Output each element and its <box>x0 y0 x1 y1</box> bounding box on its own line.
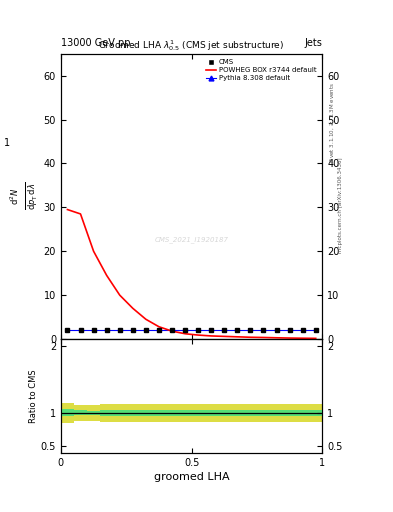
Bar <box>244 410 257 416</box>
Bar <box>152 404 165 421</box>
Bar <box>126 404 140 421</box>
Text: 1: 1 <box>4 138 10 148</box>
Bar <box>231 404 244 421</box>
Bar <box>192 404 205 421</box>
Text: CMS_2021_I1920187: CMS_2021_I1920187 <box>154 236 229 243</box>
Bar <box>178 404 192 421</box>
Bar <box>205 410 218 416</box>
Bar <box>100 404 113 421</box>
Title: Groomed LHA $\lambda^{1}_{0.5}$ (CMS jet substructure): Groomed LHA $\lambda^{1}_{0.5}$ (CMS jet… <box>99 38 285 53</box>
Bar <box>257 410 270 416</box>
Bar <box>218 404 231 421</box>
Text: Rivet 3.1.10, $\geq$ 3.3M events: Rivet 3.1.10, $\geq$ 3.3M events <box>328 82 336 163</box>
Bar <box>270 404 283 421</box>
Bar <box>126 410 140 416</box>
Bar <box>270 410 283 416</box>
Bar <box>283 410 296 416</box>
Bar <box>100 410 113 416</box>
Bar <box>165 404 178 421</box>
Bar <box>61 410 74 416</box>
Bar <box>283 404 296 421</box>
Bar <box>140 404 152 421</box>
Y-axis label: $\mathrm{d}^2N$
$\overline{\mathrm{d}p_{\mathrm{T}}\,\mathrm{d}\lambda}$: $\mathrm{d}^2N$ $\overline{\mathrm{d}p_{… <box>9 182 40 210</box>
Bar <box>87 411 100 415</box>
Bar <box>205 404 218 421</box>
Bar <box>61 403 74 423</box>
Bar <box>87 405 100 421</box>
Bar <box>309 404 322 421</box>
Bar <box>218 410 231 416</box>
Bar <box>257 404 270 421</box>
Bar <box>178 410 192 416</box>
Bar <box>165 410 178 416</box>
Text: mcplots.cern.ch [arXiv:1306.3436]: mcplots.cern.ch [arXiv:1306.3436] <box>338 157 343 252</box>
Bar <box>296 404 309 421</box>
Bar <box>192 410 205 416</box>
Bar <box>113 410 126 416</box>
Bar <box>113 404 126 421</box>
Bar <box>74 405 87 421</box>
X-axis label: groomed LHA: groomed LHA <box>154 472 230 482</box>
Y-axis label: Ratio to CMS: Ratio to CMS <box>29 369 38 423</box>
Text: 13000 GeV pp: 13000 GeV pp <box>61 37 130 48</box>
Legend: CMS, POWHEG BOX r3744 default, Pythia 8.308 default: CMS, POWHEG BOX r3744 default, Pythia 8.… <box>204 57 319 83</box>
Bar <box>74 411 87 415</box>
Bar <box>296 410 309 416</box>
Text: Jets: Jets <box>305 37 322 48</box>
Bar <box>140 410 152 416</box>
Bar <box>244 404 257 421</box>
Bar <box>152 410 165 416</box>
Bar <box>309 410 322 416</box>
Bar <box>231 410 244 416</box>
